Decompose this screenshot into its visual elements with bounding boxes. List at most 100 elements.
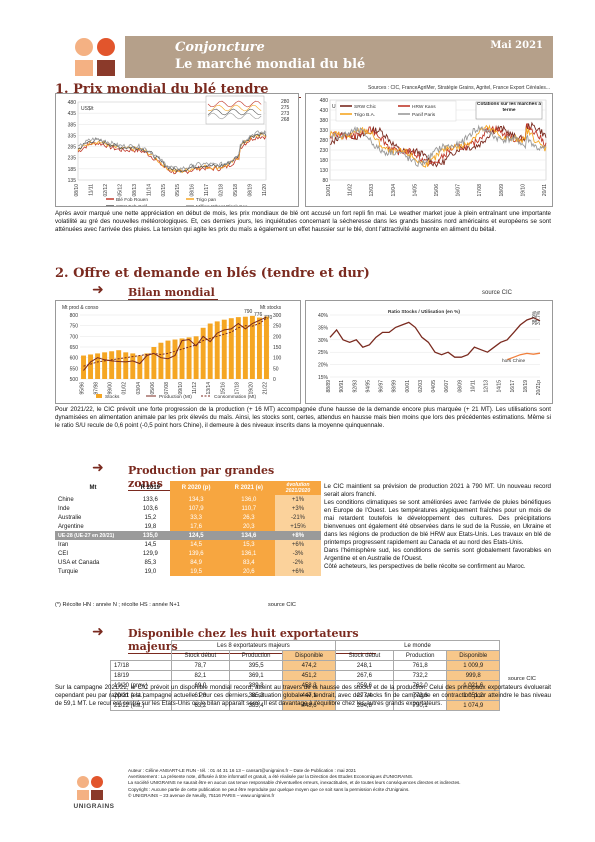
y-tick-label: 25%: [318, 350, 329, 356]
table-cell: +8%: [275, 531, 321, 540]
table-row: USA et Canada 85,3 84,9 83,4 -2%: [55, 558, 321, 567]
x-tick-label: 94/95: [365, 380, 371, 393]
table-cell: 20,6: [222, 567, 275, 576]
section1-sources: Sources : CIC, FranceAgriMer, Stratégie …: [368, 85, 551, 91]
arrow-icon: ➜: [92, 460, 104, 476]
table-cell: 761,8: [392, 660, 448, 671]
y-tick-label: 30%: [318, 338, 329, 344]
y-tick-label: 550: [70, 366, 79, 372]
table-cell: Iran: [58, 541, 69, 548]
table-cell: Inde: [58, 505, 70, 512]
col-header: R 2019: [140, 485, 161, 491]
legend-swatch: [96, 394, 102, 398]
table-cell: 20,3: [222, 522, 275, 531]
note-holder: Cotations sur les marchés à terme: [477, 102, 541, 113]
legend-label: Trigo pan: [196, 197, 216, 203]
footer-line-5: © UNIGRAINS – 23 avenue de Neuilly, 7511…: [128, 792, 275, 798]
table-cell: 134,3: [169, 495, 223, 504]
col-header: Mt: [89, 485, 97, 491]
x-tick-label: 14/05: [412, 184, 418, 197]
y-tick-label: 435: [68, 111, 77, 117]
data-label: 770: [264, 315, 273, 321]
stock-bar: [264, 316, 269, 379]
x-tick-label: 99/00: [108, 382, 114, 395]
y-tick-label: 480: [320, 98, 329, 104]
y-tick-label: 380: [320, 118, 329, 124]
inset-line: [207, 104, 262, 112]
y-tick-label: 40%: [318, 313, 329, 319]
stock-bar: [256, 317, 262, 379]
footer-logo-text: UNIGRAINS: [73, 803, 115, 810]
col-header: évolution 2021/2020: [275, 481, 321, 495]
x-tick-label: 08/10: [74, 184, 80, 197]
x-tick-label: 95/96: [80, 382, 86, 395]
stock-bar: [172, 339, 178, 379]
stock-bar: [102, 352, 108, 379]
table-cell: 133,6: [142, 496, 158, 503]
stock-bar: [193, 336, 199, 379]
y-tick-label: 235: [68, 156, 77, 162]
chart-world-balance-svg: Mt prod & conso Mt stocks 800 300 750 250 700 2…: [62, 305, 282, 400]
section2-paragraph: Pour 2021/22, le CIC prévoit une forte p…: [55, 406, 551, 429]
x-tick-label: 07/08: [164, 382, 170, 395]
y-tick-label: 800: [70, 313, 79, 319]
table-cell: 19,5: [169, 567, 223, 576]
x-tick-label: 20/11: [542, 184, 548, 196]
table-cell: 1 009,9: [446, 660, 500, 671]
table-cell: 136,0: [222, 495, 275, 504]
stock-bar: [109, 351, 115, 379]
table-cell: 14,5: [169, 540, 223, 549]
x-tick-label: 98/99: [392, 380, 398, 393]
table-row: Inde 103,6 107,9 110,7 +3%: [55, 504, 321, 513]
unit-label: US$/t: [81, 106, 94, 112]
hors-chine-line: [506, 352, 541, 361]
header-banner: Conjoncture Le marché mondial du blé Mai…: [125, 36, 553, 78]
y-tick-label: 230: [320, 148, 329, 154]
table-cell: 15,2: [144, 514, 157, 521]
table-row: 21/22 (est.) 63,2 385,4 448,6 284,8 790,1 1 07…: [110, 700, 500, 711]
y-tick-label: 285: [68, 145, 77, 151]
table-cell: +3%: [275, 504, 321, 513]
x-tick-label: 16/17: [510, 380, 516, 393]
legend-label: Milling Wheat Black Sea: [196, 204, 248, 206]
table-cell: 134,6: [222, 531, 275, 540]
table-cell: 732,2: [392, 670, 448, 681]
y-tick-label: 385: [68, 122, 77, 128]
stock-bar: [228, 318, 234, 379]
table-cell: 83,4: [222, 558, 275, 567]
table-cell: +6%: [275, 567, 321, 576]
col-header: Disponible: [446, 650, 500, 661]
table-cell: 107,9: [169, 504, 223, 513]
table-row: Argentine 19,8 17,6 20,3 +15%: [55, 522, 321, 531]
table-cell: 1 074,9: [446, 700, 500, 711]
x-tick-label: 18/09: [499, 184, 505, 197]
table-cell: 110,7: [222, 504, 275, 513]
y-tick-label: 335: [68, 133, 77, 139]
x-tick-label: 88/89: [326, 380, 332, 393]
x-tick-label: 15/16: [220, 382, 226, 395]
x-tick-label: 12/13: [484, 380, 490, 393]
y-tick-label: 750: [70, 324, 79, 330]
exporters-table: Les 8 exportateurs majeurs Le monde Stoc…: [110, 640, 501, 711]
legend-label: Trigo B.A.: [354, 112, 375, 118]
table-cell: USA et Canada: [58, 559, 100, 566]
col-header: Production: [228, 650, 284, 661]
table-cell: +1%: [275, 495, 321, 504]
stock-bar: [249, 315, 255, 379]
x-tick-label: 19/20: [248, 382, 254, 395]
section2-title: 2. Offre et demande en blés (tendre et d…: [55, 266, 370, 281]
footer-line-1: Auteur : Céline ANSART-LE RUN - tél. : 0…: [128, 768, 357, 773]
x-tick-label: 08/19: [248, 184, 254, 197]
stock-bar: [242, 316, 248, 379]
series-line: [77, 131, 267, 173]
table-cell: 999,8: [446, 670, 500, 681]
production-line: [83, 316, 267, 371]
arrow-icon: ➜: [92, 624, 104, 640]
data-label: 38.9%: [532, 310, 538, 325]
footer-line-2: Avertissement : La présente note, diffus…: [128, 774, 414, 780]
stock-bar: [151, 347, 157, 379]
stock-bar: [123, 352, 129, 379]
section3-paragraph-1: Le CIC maintient sa prévision de product…: [324, 483, 551, 498]
x-tick-label: 11/14: [146, 184, 152, 196]
